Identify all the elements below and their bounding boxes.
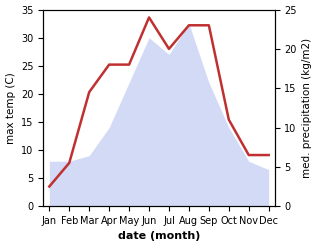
X-axis label: date (month): date (month)	[118, 231, 200, 242]
Y-axis label: med. precipitation (kg/m2): med. precipitation (kg/m2)	[302, 38, 313, 178]
Y-axis label: max temp (C): max temp (C)	[5, 72, 16, 144]
